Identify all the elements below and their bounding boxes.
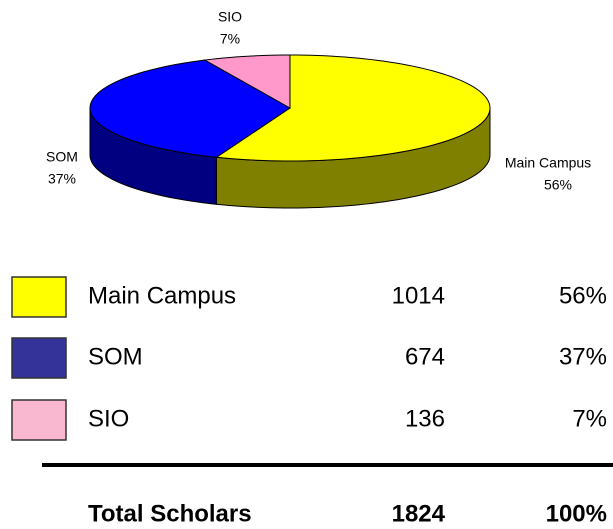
slice [214,54,491,162]
slice-label: SIO [218,9,242,25]
row-percent: 56% [559,282,607,309]
slice-percent: 7% [220,31,240,47]
legend-swatch [11,337,67,379]
total-label: Total Scholars [88,500,252,527]
row-name: SOM [88,343,143,370]
row-name: Main Campus [88,282,236,309]
row-count: 136 [405,405,445,432]
row-percent: 7% [572,405,607,432]
legend-swatch [11,399,67,441]
slice [89,59,291,158]
slice [203,54,291,109]
row-percent: 37% [559,343,607,370]
total-count: 1824 [392,500,446,527]
slice-label: Main Campus [505,155,591,171]
slice-percent: 37% [48,171,76,187]
row-name: SIO [88,405,129,432]
slice-percent: 56% [544,177,572,193]
row-count: 1014 [392,282,445,309]
row-count: 674 [405,343,445,370]
total-percent: 100% [546,500,607,527]
legend-swatch [11,276,67,318]
slice-label: SOM [46,149,78,165]
